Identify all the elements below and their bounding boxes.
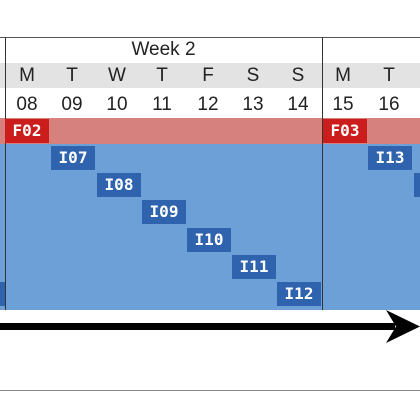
weekday-label: F	[202, 65, 214, 86]
right-arrow-icon	[0, 310, 420, 343]
date-label: 10	[106, 94, 128, 115]
weekday-header-band	[0, 63, 420, 88]
date-label: 08	[16, 94, 38, 115]
date-label: 15	[332, 94, 354, 115]
iteration-area	[0, 144, 420, 310]
date-label: 13	[242, 94, 264, 115]
weekday-label: S	[246, 65, 260, 86]
iteration-tag-i08: I08	[97, 173, 141, 197]
flag-tag-f02: F02	[5, 119, 49, 143]
weekday-label: S	[291, 65, 305, 86]
date-label: 12	[197, 94, 219, 115]
iteration-tag-partial-right	[414, 173, 420, 197]
timeline-bottom-border	[0, 390, 420, 391]
date-label: 11	[152, 94, 172, 115]
weekday-label: T	[383, 65, 395, 86]
iteration-tag-i10: I10	[187, 228, 231, 252]
timeline-top-border	[0, 37, 420, 38]
iteration-tag-i12: I12	[277, 282, 321, 306]
flag-tag-f03: F03	[323, 119, 367, 143]
date-label: 09	[61, 94, 83, 115]
iteration-tag-i11: I11	[232, 255, 276, 279]
iteration-tag-i07: I07	[51, 146, 95, 170]
weekday-label: T	[66, 65, 78, 86]
week-title: Week 2	[131, 39, 196, 60]
iteration-tag-i13: I13	[368, 146, 412, 170]
week-divider-left	[5, 37, 6, 310]
weekday-label: M	[335, 65, 351, 86]
iteration-tag-i09: I09	[142, 200, 186, 224]
weekday-label: M	[19, 65, 35, 86]
iteration-tag-partial-left	[0, 282, 5, 306]
week-divider-right	[322, 37, 323, 310]
date-label: 14	[287, 94, 309, 115]
date-label: 16	[378, 94, 400, 115]
weekday-label: T	[156, 65, 168, 86]
weekday-label: W	[108, 65, 126, 86]
